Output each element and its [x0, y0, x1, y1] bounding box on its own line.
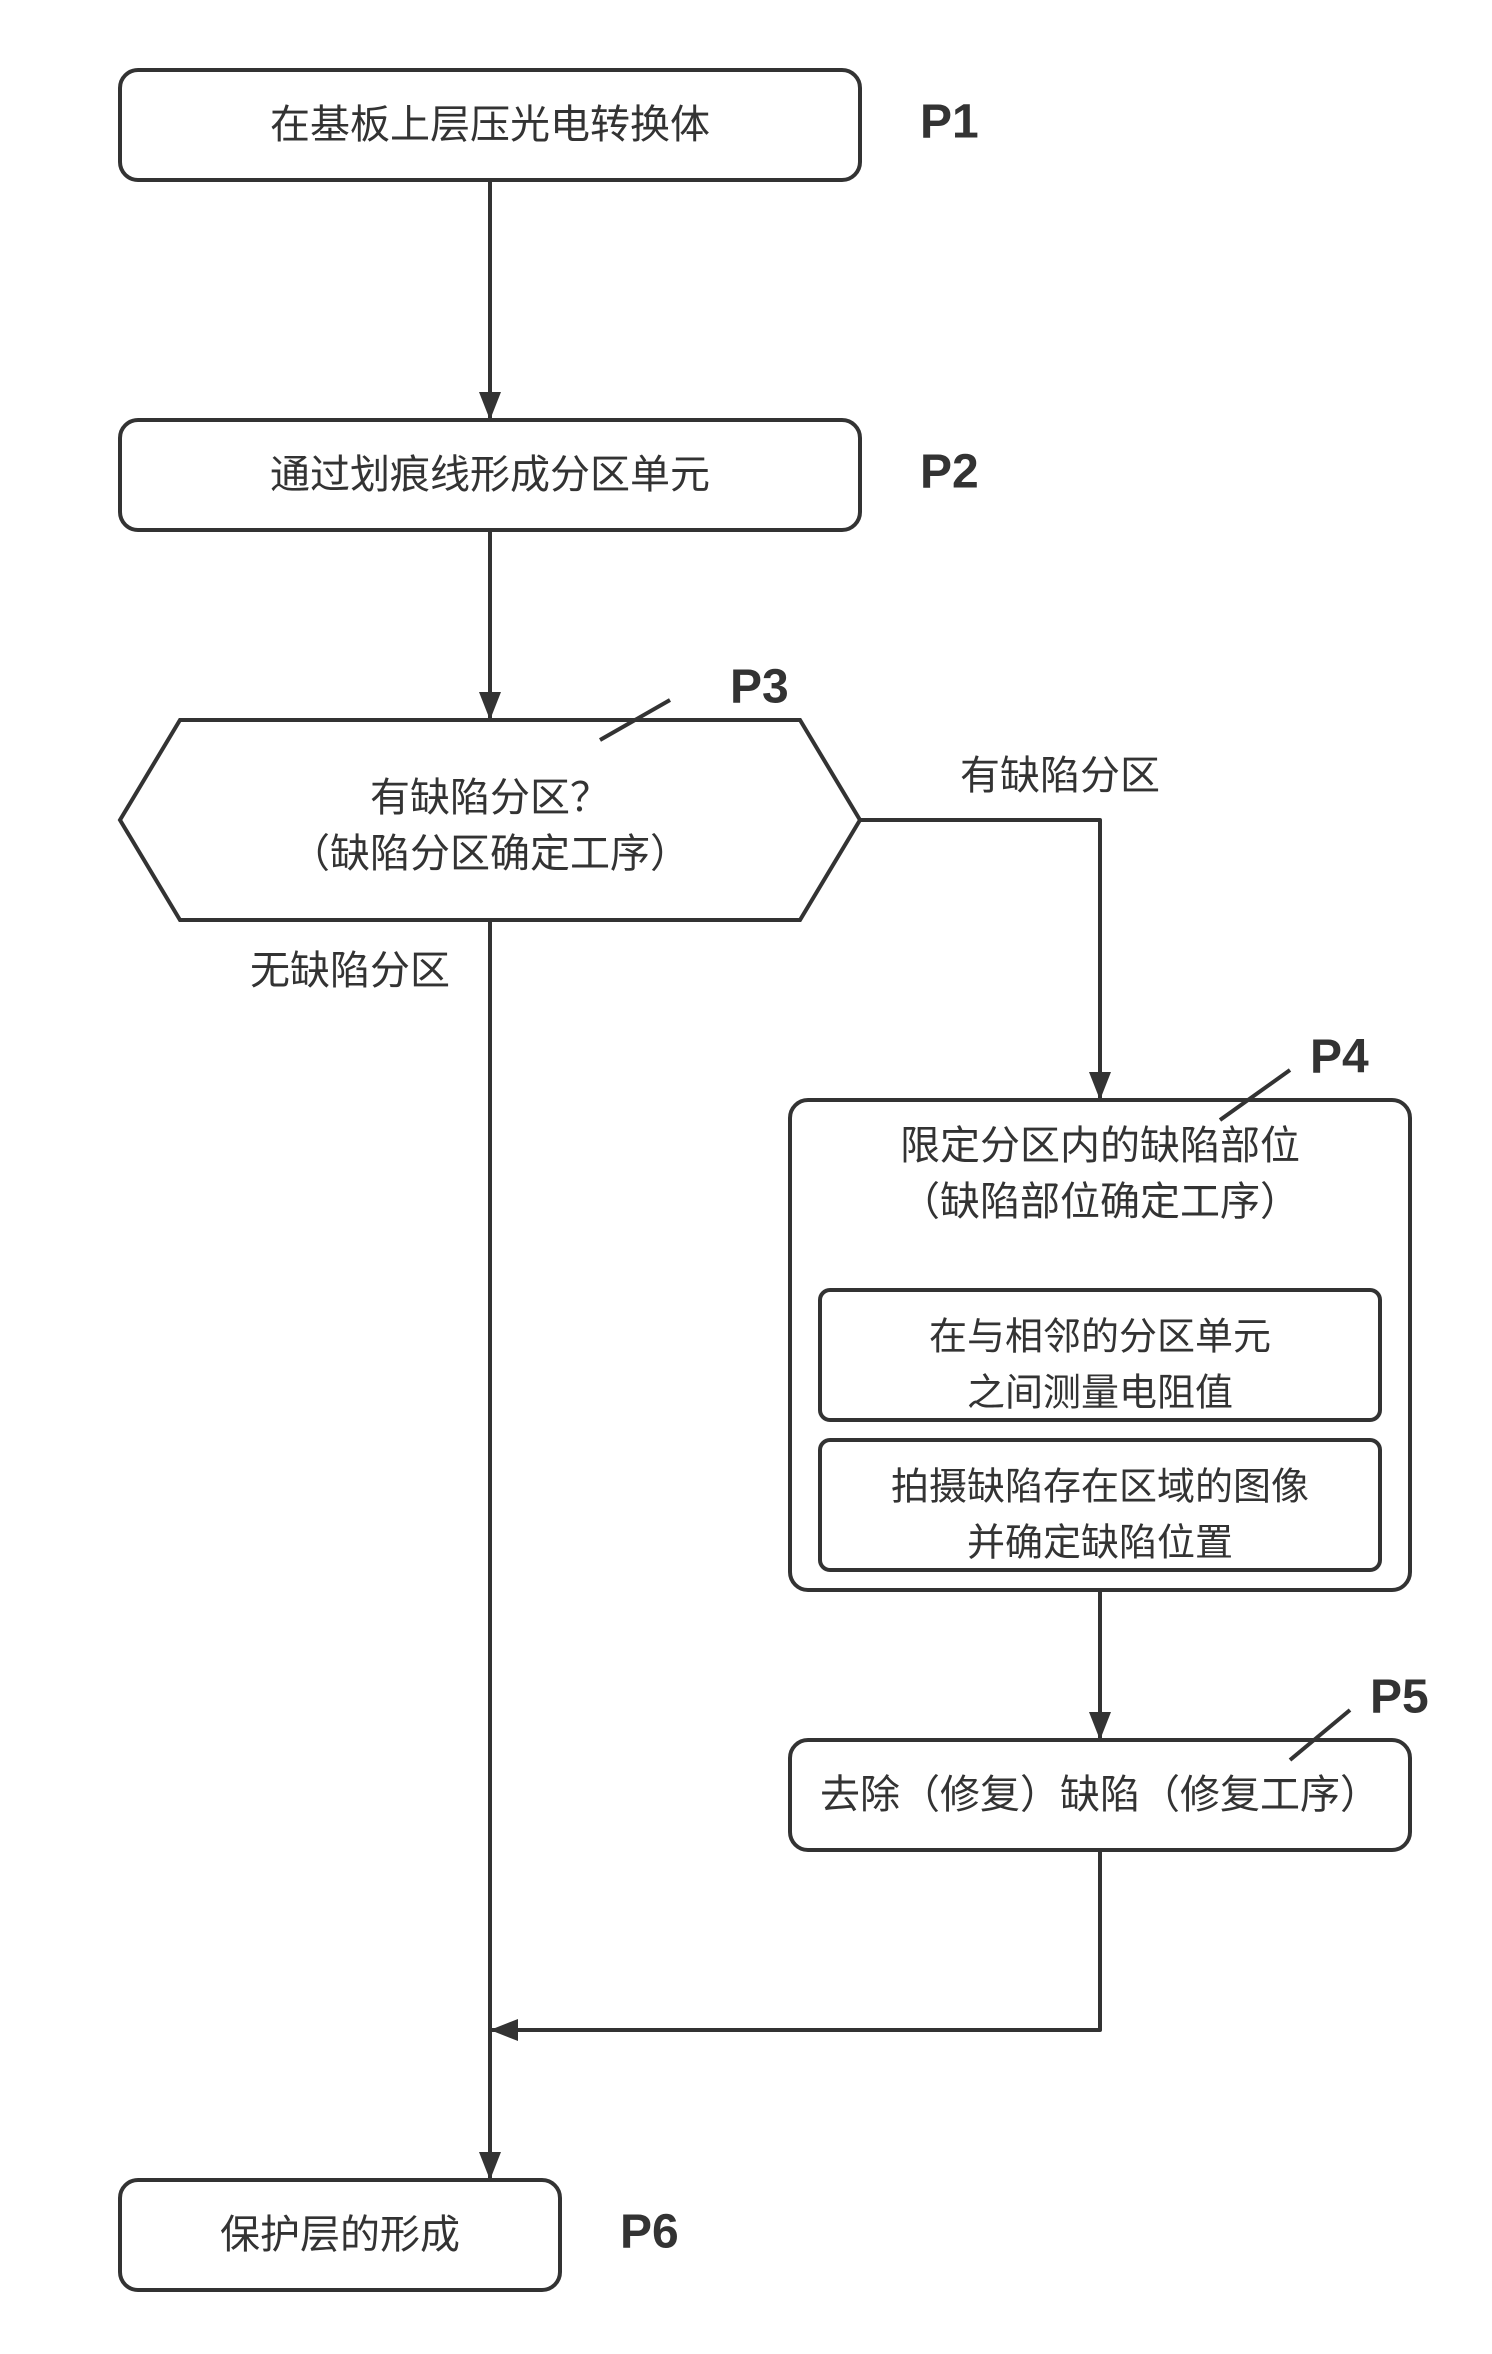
arrow-head	[479, 692, 501, 720]
label-p3: P3	[730, 661, 789, 714]
edge-label_p4_line	[1220, 1070, 1290, 1120]
label-p4: P4	[1310, 1031, 1369, 1084]
label-p1: P1	[920, 96, 979, 149]
edge-label: 无缺陷分区	[250, 948, 450, 993]
edge-label_p5_line	[1290, 1710, 1350, 1760]
node-p2-text: 通过划痕线形成分区单元	[270, 452, 710, 497]
label-p2: P2	[920, 446, 979, 499]
label-p6: P6	[620, 2206, 679, 2259]
label-p5: P5	[1370, 1671, 1429, 1724]
edge-e5_merge	[490, 1850, 1100, 2030]
node-p4-title: （缺陷部位确定工序）	[900, 1179, 1300, 1224]
edge-label: 有缺陷分区	[960, 753, 1160, 798]
node-p5-text: 去除（修复）缺陷（修复工序）	[820, 1772, 1380, 1817]
node-p3-text: （缺陷分区确定工序）	[290, 831, 690, 876]
node-p4-title: 限定分区内的缺陷部位	[900, 1123, 1300, 1168]
node-p4-sub2-text: 并确定缺陷位置	[967, 1523, 1233, 1565]
arrow-head	[1089, 1072, 1111, 1100]
node-p4-sub2-text: 拍摄缺陷存在区域的图像	[891, 1467, 1309, 1509]
arrow-head	[1089, 1712, 1111, 1740]
arrow-head	[479, 2152, 501, 2180]
arrow-head	[479, 392, 501, 420]
node-p4-sub1-text: 之间测量电阻值	[967, 1373, 1233, 1415]
arrow-head	[490, 2019, 518, 2041]
node-p1-text: 在基板上层压光电转换体	[270, 102, 710, 147]
node-p3-text: 有缺陷分区？	[370, 775, 610, 820]
node-p4-sub1-text: 在与相邻的分区单元	[929, 1317, 1271, 1359]
edge-e3_yes	[860, 820, 1100, 1100]
node-p6-text: 保护层的形成	[220, 2212, 460, 2257]
